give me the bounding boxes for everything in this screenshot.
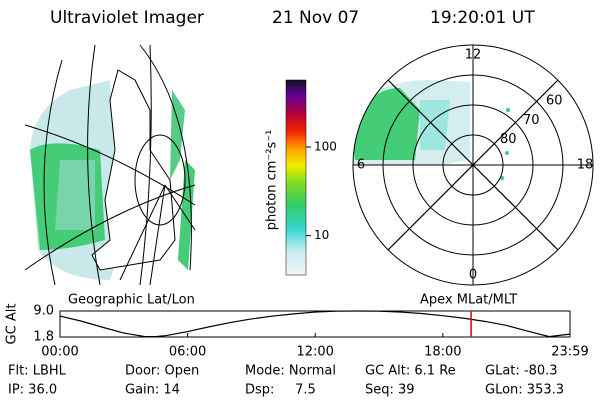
colorbar-label: photon cm⁻²s⁻¹ <box>265 130 280 231</box>
footer-field: Mode: Normal <box>245 364 336 379</box>
mlt-label: 0 <box>469 268 477 283</box>
lat-label: 70 <box>523 113 540 128</box>
mlt-label: 12 <box>465 48 482 63</box>
title: Ultraviolet Imager <box>50 8 204 28</box>
footer-field: Dsp: 7.5 <box>245 383 316 398</box>
footer-field: Door: Open <box>125 364 199 379</box>
colorbar <box>285 79 307 276</box>
mlt-label: 6 <box>357 158 365 173</box>
colorbar-tick-label: 100 <box>314 140 337 154</box>
footer-field: GC Alt: 6.1 Re <box>365 364 456 379</box>
lat-label: 60 <box>546 94 563 109</box>
altitude-line <box>59 310 571 338</box>
footer-field: GLat: -80.3 <box>485 364 558 379</box>
time: 19:20:01 UT <box>430 8 535 28</box>
colorbar-tick-label: 10 <box>314 228 329 242</box>
footer-field: Flt: LBHL <box>8 364 67 379</box>
lat-label: 80 <box>500 132 517 147</box>
footer-field: IP: 36.0 <box>8 383 57 398</box>
footer-field: Gain: 14 <box>125 383 180 398</box>
geo-label: Geographic Lat/Lon <box>68 293 195 308</box>
mlt-diagonal <box>387 79 559 251</box>
y-tick-label: 9.0 <box>33 304 54 319</box>
footer-field: GLon: 353.3 <box>485 383 564 398</box>
geo-image <box>24 44 196 286</box>
x-tick-label: 23:59 <box>551 345 588 360</box>
x-tick-label: 18:00 <box>424 345 461 360</box>
date: 21 Nov 07 <box>272 8 359 28</box>
mlt-label: 18 <box>577 158 594 173</box>
y-tick-label: 1.8 <box>33 330 54 345</box>
polar-label: Apex MLat/MLT <box>420 293 517 308</box>
altitude-ylabel: GC Alt <box>5 304 20 345</box>
x-tick-label: 06:00 <box>169 345 206 360</box>
x-tick-label: 00:00 <box>41 345 78 360</box>
x-tick-label: 12:00 <box>296 345 333 360</box>
footer-field: Seq: 39 <box>365 383 415 398</box>
